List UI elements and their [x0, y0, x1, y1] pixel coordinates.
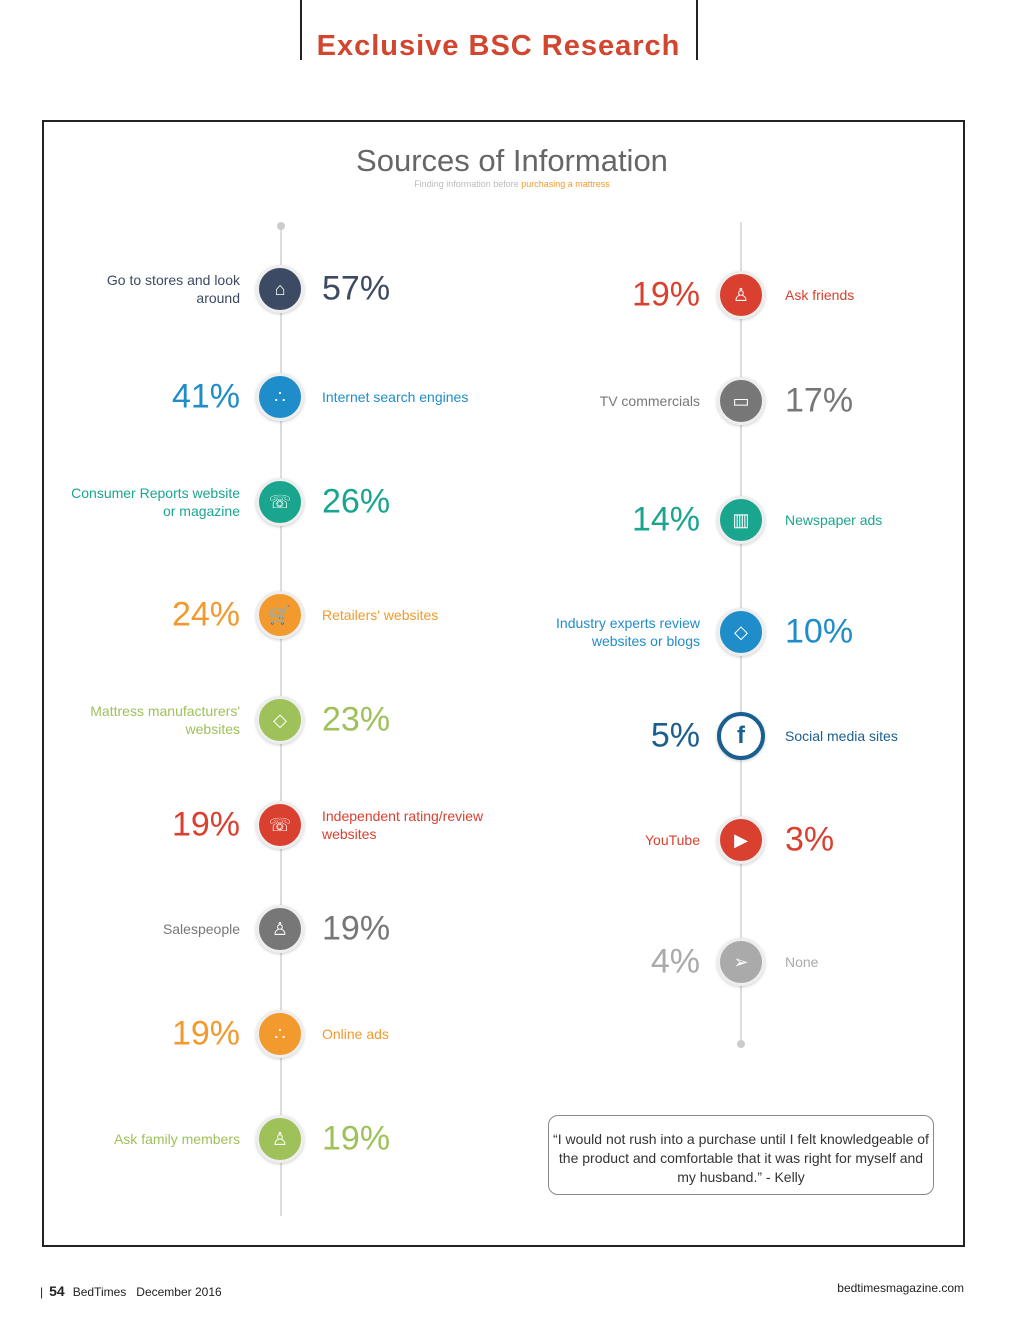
source-label: Independent rating/review websites	[322, 808, 484, 842]
percentage-value: 19%	[171, 1014, 240, 1053]
source-label: Ask family members	[113, 1131, 240, 1147]
percentage-value: 19%	[631, 275, 700, 314]
testimonial-quote: “I would not rush into a purchase until …	[548, 1115, 934, 1195]
source-label: YouTube	[644, 832, 700, 848]
percentage-value: 24%	[171, 595, 240, 634]
percentage-value: 19%	[322, 1119, 391, 1158]
video-icon: ▶	[717, 816, 765, 864]
source-label: Retailers' websites	[322, 607, 439, 623]
source-label: None	[785, 954, 819, 970]
megaphone-icon: ☏	[256, 478, 304, 526]
source-label: Ask friends	[785, 287, 855, 303]
axis-dot	[277, 222, 285, 230]
tv-icon: ▭	[717, 377, 765, 425]
percentage-value: 17%	[785, 381, 854, 420]
infographic-subtitle: Finding information before purchasing a …	[0, 179, 1024, 189]
source-label: TV commercials	[599, 393, 700, 409]
book-icon: ▥	[717, 496, 765, 544]
percentage-value: 26%	[322, 482, 391, 521]
percentage-value: 23%	[322, 700, 391, 739]
source-label: Mattress manufacturers' websites	[90, 703, 240, 737]
source-label: Go to stores and look around	[106, 272, 240, 306]
divider	[300, 0, 302, 60]
infographic-frame	[42, 120, 965, 1247]
person-icon: ♙	[256, 905, 304, 953]
percentage-value: 19%	[322, 909, 391, 948]
axis-dot	[737, 1040, 745, 1048]
page-number: 54	[49, 1283, 65, 1299]
website-url: bedtimesmagazine.com	[837, 1281, 964, 1295]
percentage-value: 41%	[171, 377, 240, 416]
divider	[696, 0, 698, 60]
percentage-value: 5%	[650, 716, 700, 755]
percentage-value: 19%	[171, 805, 240, 844]
footer-left: | 54 BedTimes December 2016	[40, 1283, 222, 1299]
percentage-value: 3%	[785, 820, 835, 859]
subtitle-text: Finding information before	[414, 179, 522, 189]
percentage-value: 4%	[650, 942, 700, 981]
source-label: Social media sites	[785, 728, 898, 744]
issue-date: December 2016	[136, 1285, 222, 1299]
person-icon: ♙	[717, 271, 765, 319]
person-icon: ♙	[256, 1115, 304, 1163]
cart-icon: 🛒	[256, 591, 304, 639]
diamond-icon: ◇	[717, 608, 765, 656]
store-icon: ⌂	[256, 265, 304, 313]
source-label: Industry experts review websites or blog…	[556, 615, 700, 649]
percentage-value: 10%	[785, 612, 854, 651]
section-kicker: Exclusive BSC Research	[316, 30, 681, 62]
source-label: Consumer Reports website or magazine	[71, 485, 240, 519]
source-label: Internet search engines	[322, 389, 469, 405]
paper-plane-icon: ➢	[717, 938, 765, 986]
source-label: Newspaper ads	[785, 512, 883, 528]
diamond-icon: ◇	[256, 696, 304, 744]
subtitle-highlight: purchasing a mattress	[521, 179, 610, 189]
facebook-icon: f	[717, 712, 765, 760]
source-label: Online ads	[322, 1026, 389, 1042]
percentage-value: 14%	[631, 500, 700, 539]
infographic-title: Sources of Information	[356, 143, 668, 178]
chart-dots-icon: ∴	[256, 1010, 304, 1058]
chart-dots-icon: ∴	[256, 373, 304, 421]
source-label: Salespeople	[162, 921, 240, 937]
magazine-name: BedTimes	[72, 1285, 127, 1299]
percentage-value: 57%	[322, 269, 391, 308]
megaphone-icon: ☏	[256, 801, 304, 849]
